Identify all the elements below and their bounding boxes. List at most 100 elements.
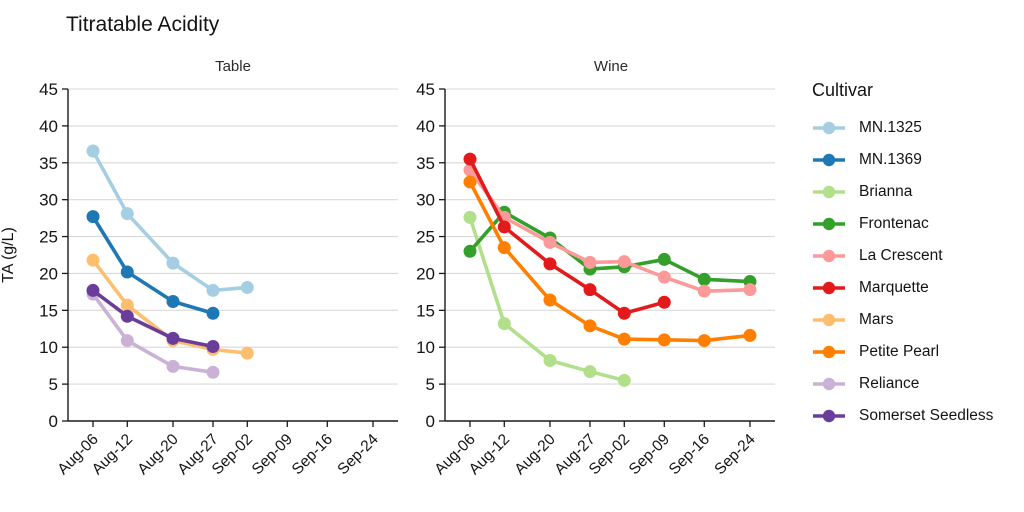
- panel-title-table: Table: [215, 58, 251, 75]
- legend-item-mn-1325: MN.1325: [812, 117, 993, 139]
- series-line: [468, 210, 752, 284]
- data-point: [120, 265, 134, 279]
- y-tick-label: 45: [416, 80, 435, 99]
- data-point: [166, 331, 180, 345]
- y-tick-label: 0: [49, 412, 58, 431]
- series-line: [91, 288, 215, 349]
- data-point: [543, 354, 557, 368]
- panel-table: 051015202530354045Aug-06Aug-12Aug-20Aug-…: [39, 80, 398, 478]
- x-tick-label: Sep-24: [334, 431, 382, 479]
- data-point: [657, 270, 671, 284]
- data-point: [120, 207, 134, 221]
- series-somerset-seedless: [86, 283, 220, 353]
- series-mn-1369: [86, 210, 220, 320]
- data-point: [463, 175, 477, 189]
- data-point: [120, 309, 134, 323]
- x-tick-label: Sep-09: [249, 431, 296, 478]
- legend-marker-icon: [813, 217, 845, 231]
- series-la-crescent: [463, 163, 757, 298]
- series-mn-1325: [86, 144, 254, 297]
- legend-marker-icon: [813, 345, 845, 359]
- data-point: [617, 373, 631, 387]
- data-point: [697, 284, 711, 298]
- y-tick-label: 40: [416, 117, 435, 136]
- data-point: [497, 317, 511, 331]
- data-point: [583, 319, 597, 333]
- series-line: [91, 149, 250, 293]
- legend: Cultivar MN.1325 MN.1369 Brianna Frontenac L…: [812, 80, 993, 437]
- data-point: [240, 346, 254, 360]
- legend-marker-icon: [813, 377, 845, 391]
- data-point: [206, 283, 220, 297]
- x-tick-label: Sep-09: [626, 431, 673, 478]
- series-line: [91, 214, 215, 316]
- y-tick-label: 15: [416, 301, 435, 320]
- data-point: [86, 283, 100, 297]
- legend-marker-icon: [813, 313, 845, 327]
- legend-item-mars: Mars: [812, 309, 993, 331]
- y-tick-label: 10: [39, 338, 58, 357]
- y-tick-label: 0: [426, 412, 435, 431]
- y-tick-label: 10: [416, 338, 435, 357]
- legend-marker-icon: [813, 185, 845, 199]
- legend-item-label: Reliance: [859, 375, 920, 392]
- data-point: [543, 257, 557, 271]
- y-tick-label: 35: [39, 154, 58, 173]
- y-tick-label: 20: [39, 264, 58, 283]
- data-point: [497, 220, 511, 234]
- y-tick-label: 25: [416, 228, 435, 247]
- legend-marker-icon: [813, 281, 845, 295]
- data-point: [86, 210, 100, 224]
- y-tick-label: 20: [416, 264, 435, 283]
- data-point: [617, 255, 631, 269]
- y-tick-label: 45: [39, 80, 58, 99]
- legend-items: MN.1325 MN.1369 Brianna Frontenac La Crescen…: [812, 117, 993, 427]
- legend-marker-icon: [813, 121, 845, 135]
- data-point: [120, 334, 134, 348]
- data-point: [583, 365, 597, 379]
- data-point: [583, 255, 597, 269]
- legend-item-brianna: Brianna: [812, 181, 993, 203]
- data-point: [657, 295, 671, 309]
- data-point: [617, 332, 631, 346]
- data-point: [497, 241, 511, 255]
- legend-marker-icon: [813, 409, 845, 423]
- y-tick-label: 15: [39, 301, 58, 320]
- data-point: [86, 144, 100, 158]
- data-point: [463, 244, 477, 258]
- series-brianna: [463, 210, 631, 387]
- legend-item-label: Petite Pearl: [859, 343, 940, 360]
- series-petite-pearl: [463, 175, 757, 348]
- legend-item-label: MN.1325: [859, 119, 922, 136]
- legend-marker-icon: [813, 153, 845, 167]
- data-point: [543, 235, 557, 249]
- x-tick-label: Aug-20: [511, 431, 559, 479]
- data-point: [240, 280, 254, 294]
- series-line: [91, 292, 215, 375]
- data-point: [206, 365, 220, 379]
- data-point: [463, 152, 477, 166]
- series-line: [468, 180, 752, 343]
- data-point: [543, 293, 557, 307]
- y-tick-label: 40: [39, 117, 58, 136]
- y-tick-label: 35: [416, 154, 435, 173]
- series-marquette: [463, 152, 671, 320]
- legend-item-label: Frontenac: [859, 215, 929, 232]
- x-tick-label: Sep-16: [666, 431, 713, 478]
- data-point: [743, 328, 757, 342]
- legend-item-mn-1369: MN.1369: [812, 149, 993, 171]
- legend-marker-icon: [813, 249, 845, 263]
- data-point: [617, 306, 631, 320]
- panel-title-wine: Wine: [593, 58, 629, 75]
- series-line: [468, 168, 752, 293]
- data-point: [743, 283, 757, 297]
- y-tick-label: 30: [39, 191, 58, 210]
- chart-title: Titratable Acidity: [66, 13, 220, 36]
- data-point: [697, 334, 711, 348]
- data-point: [166, 256, 180, 270]
- legend-item-label: Mars: [859, 311, 894, 328]
- legend-item-somerset-seedless: Somerset Seedless: [812, 405, 993, 427]
- legend-item-reliance: Reliance: [812, 373, 993, 395]
